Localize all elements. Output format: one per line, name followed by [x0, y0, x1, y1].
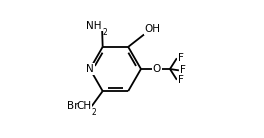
Text: F: F	[178, 75, 184, 85]
Text: N: N	[86, 64, 94, 74]
Text: 2: 2	[92, 108, 97, 117]
Text: OH: OH	[145, 24, 161, 34]
Text: F: F	[178, 53, 184, 63]
Text: F: F	[178, 53, 184, 63]
Text: Br: Br	[67, 101, 78, 111]
Text: CH: CH	[77, 101, 92, 111]
Text: O: O	[153, 64, 161, 74]
Text: CH: CH	[77, 101, 92, 111]
Text: F: F	[178, 75, 184, 85]
Text: NH: NH	[87, 21, 102, 30]
Text: N: N	[86, 64, 94, 74]
Text: Br: Br	[67, 101, 78, 111]
Text: NH: NH	[87, 21, 102, 30]
Text: F: F	[180, 65, 186, 75]
Text: 2: 2	[102, 28, 107, 37]
Text: OH: OH	[145, 24, 161, 34]
Text: F: F	[180, 65, 186, 75]
Text: O: O	[153, 64, 161, 74]
